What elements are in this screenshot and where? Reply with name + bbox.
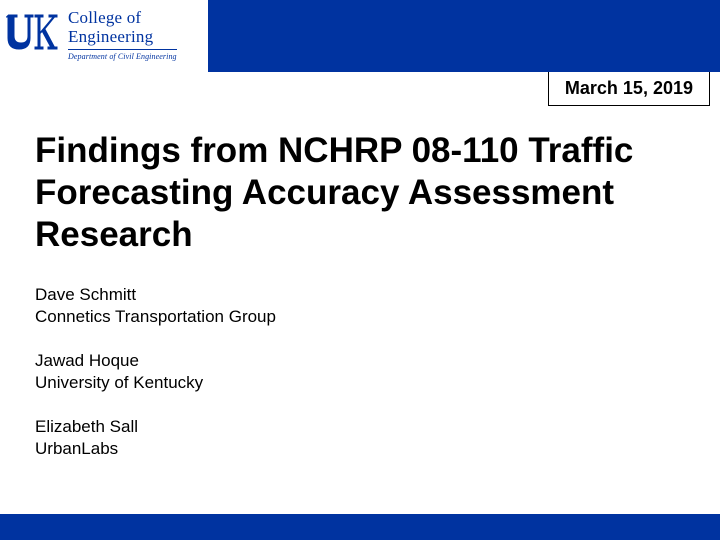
uk-logo-icon xyxy=(6,10,60,54)
date-box: March 15, 2019 xyxy=(548,72,710,106)
author-affiliation: University of Kentucky xyxy=(35,372,680,394)
author-block: Jawad Hoque University of Kentucky xyxy=(35,350,680,394)
footer-band xyxy=(0,514,720,540)
author-name: Elizabeth Sall xyxy=(35,416,680,438)
author-affiliation: UrbanLabs xyxy=(35,438,680,460)
logo-college-line2: Engineering xyxy=(68,27,177,46)
author-name: Dave Schmitt xyxy=(35,284,680,306)
logo-text: College of Engineering Department of Civ… xyxy=(68,8,177,61)
content-area: Findings from NCHRP 08-110 Traffic Forec… xyxy=(35,130,680,482)
logo-college-line1: College of xyxy=(68,8,177,27)
author-name: Jawad Hoque xyxy=(35,350,680,372)
slide-title: Findings from NCHRP 08-110 Traffic Forec… xyxy=(35,130,680,256)
author-affiliation: Connetics Transportation Group xyxy=(35,306,680,328)
presentation-date: March 15, 2019 xyxy=(565,78,693,98)
author-block: Elizabeth Sall UrbanLabs xyxy=(35,416,680,460)
logo-department: Department of Civil Engineering xyxy=(68,49,177,61)
logo-block: College of Engineering Department of Civ… xyxy=(0,0,208,72)
author-block: Dave Schmitt Connetics Transportation Gr… xyxy=(35,284,680,328)
authors-list: Dave Schmitt Connetics Transportation Gr… xyxy=(35,284,680,460)
